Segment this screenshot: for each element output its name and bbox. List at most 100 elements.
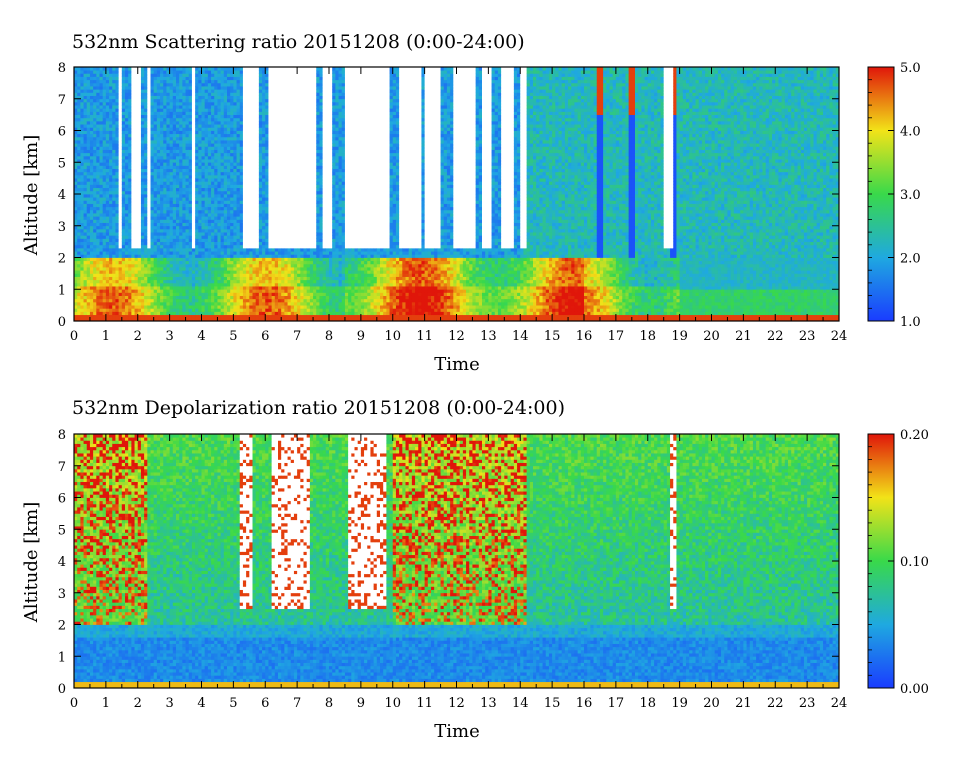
heatmap-cell bbox=[141, 242, 145, 246]
heatmap-cell bbox=[157, 92, 161, 96]
heatmap-cell bbox=[122, 232, 126, 236]
heatmap-cell bbox=[100, 140, 104, 144]
heatmap-cell bbox=[224, 254, 228, 258]
heatmap-cell bbox=[259, 305, 263, 309]
heatmap-cell bbox=[154, 118, 158, 122]
heatmap-cell bbox=[192, 248, 196, 252]
heatmap-cell bbox=[182, 226, 186, 230]
heatmap-cell bbox=[205, 178, 209, 182]
heatmap-cell bbox=[103, 137, 107, 141]
heatmap-cell bbox=[115, 124, 119, 128]
heatmap-cell bbox=[233, 283, 237, 287]
heatmap-cell bbox=[163, 159, 167, 163]
heatmap-cell bbox=[198, 80, 202, 84]
heatmap-cell bbox=[253, 178, 257, 182]
heatmap-cell bbox=[224, 273, 228, 277]
heatmap-cell bbox=[131, 92, 135, 96]
heatmap-cell bbox=[135, 96, 139, 100]
heatmap-cell bbox=[144, 96, 148, 100]
heatmap-cell bbox=[173, 124, 177, 128]
heatmap-cell bbox=[205, 134, 209, 138]
heatmap-cell bbox=[198, 267, 202, 271]
heatmap-cell bbox=[227, 254, 231, 258]
heatmap-cell bbox=[115, 299, 119, 303]
heatmap-cell bbox=[141, 315, 145, 319]
heatmap-cell bbox=[227, 153, 231, 157]
heatmap-cell bbox=[198, 121, 202, 125]
heatmap-cell bbox=[100, 286, 104, 290]
heatmap-cell bbox=[131, 210, 135, 214]
heatmap-cell bbox=[182, 305, 186, 309]
heatmap-cell bbox=[217, 283, 221, 287]
heatmap-cell bbox=[192, 229, 196, 233]
heatmap-cell bbox=[160, 261, 164, 265]
heatmap-cell bbox=[80, 92, 84, 96]
heatmap-cell bbox=[268, 232, 272, 236]
heatmap-cell bbox=[198, 194, 202, 198]
heatmap-cell bbox=[230, 296, 234, 300]
heatmap-cell bbox=[77, 105, 81, 109]
heatmap-cell bbox=[160, 223, 164, 227]
heatmap-cell bbox=[211, 150, 215, 154]
heatmap-cell bbox=[211, 92, 215, 96]
heatmap-cell bbox=[237, 311, 241, 315]
heatmap-cell bbox=[93, 140, 97, 144]
heatmap-cell bbox=[198, 286, 202, 290]
heatmap-cell bbox=[182, 77, 186, 81]
heatmap-cell bbox=[125, 280, 129, 284]
heatmap-cell bbox=[230, 245, 234, 249]
heatmap-cell bbox=[80, 273, 84, 277]
heatmap-cell bbox=[237, 283, 241, 287]
heatmap-cell bbox=[265, 115, 269, 119]
heatmap-cell bbox=[265, 204, 269, 208]
heatmap-cell bbox=[256, 286, 260, 290]
heatmap-cell bbox=[141, 102, 145, 106]
heatmap-cell bbox=[151, 242, 155, 246]
heatmap-cell bbox=[144, 264, 148, 268]
heatmap-cell bbox=[253, 251, 257, 255]
heatmap-cell bbox=[112, 92, 116, 96]
heatmap-cell bbox=[122, 264, 126, 268]
heatmap-cell bbox=[109, 73, 113, 77]
heatmap-cell bbox=[80, 261, 84, 265]
heatmap-cell bbox=[249, 121, 253, 125]
heatmap-cell bbox=[268, 124, 272, 128]
heatmap-cell bbox=[119, 188, 123, 192]
heatmap-cell bbox=[90, 131, 94, 135]
heatmap-cell bbox=[198, 261, 202, 265]
heatmap-cell bbox=[240, 118, 244, 122]
heatmap-cell bbox=[233, 261, 237, 265]
heatmap-cell bbox=[240, 277, 244, 281]
heatmap-cell bbox=[112, 261, 116, 265]
heatmap-cell bbox=[256, 213, 260, 217]
heatmap-cell bbox=[179, 299, 183, 303]
heatmap-cell bbox=[93, 261, 97, 265]
heatmap-cell bbox=[221, 223, 225, 227]
heatmap-cell bbox=[119, 204, 123, 208]
heatmap-cell bbox=[265, 210, 269, 214]
heatmap-cell bbox=[112, 283, 116, 287]
heatmap-cell bbox=[151, 105, 155, 109]
heatmap-cell bbox=[87, 223, 91, 227]
heatmap-cell bbox=[259, 134, 263, 138]
heatmap-cell bbox=[87, 169, 91, 173]
heatmap-cell bbox=[106, 299, 110, 303]
heatmap-cell bbox=[112, 77, 116, 81]
heatmap-cell bbox=[265, 83, 269, 87]
heatmap-cell bbox=[109, 219, 113, 223]
heatmap-cell bbox=[186, 178, 190, 182]
heatmap-cell bbox=[195, 258, 199, 262]
heatmap-cell bbox=[131, 308, 135, 312]
heatmap-cell bbox=[233, 102, 237, 106]
heatmap-cell bbox=[265, 280, 269, 284]
heatmap-cell bbox=[151, 200, 155, 204]
heatmap-cell bbox=[240, 299, 244, 303]
heatmap-cell bbox=[135, 86, 139, 90]
heatmap-cell bbox=[135, 267, 139, 271]
heatmap-cell bbox=[125, 245, 129, 249]
heatmap-cell bbox=[170, 258, 174, 262]
heatmap-cell bbox=[268, 254, 272, 258]
heatmap-cell bbox=[144, 143, 148, 147]
heatmap-cell bbox=[176, 83, 180, 87]
heatmap-cell bbox=[119, 197, 123, 201]
